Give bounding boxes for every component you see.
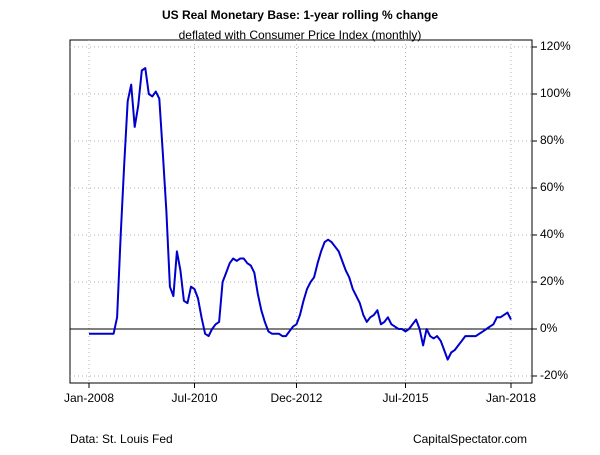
credit: CapitalSpectator.com [413, 432, 527, 446]
x-tick-label: Jul-2010 [171, 391, 217, 405]
y-tick-label: 120% [540, 39, 571, 53]
y-tick-label: 80% [540, 133, 564, 147]
data-line [89, 67, 512, 361]
x-tick-label: Dec-2012 [270, 391, 322, 405]
y-tick-label: 60% [540, 180, 564, 194]
y-tick-label: 0% [540, 321, 558, 335]
chart-title: US Real Monetary Base: 1-year rolling % … [162, 8, 438, 22]
chart-subtitle: deflated with Consumer Price Index (mont… [179, 28, 422, 42]
x-tick-label: Jul-2015 [382, 391, 428, 405]
plot-frame [69, 39, 533, 384]
x-tick-label: Jan-2008 [64, 391, 114, 405]
y-tick-label: 40% [540, 227, 564, 241]
x-tick-label: Jan-2018 [486, 391, 536, 405]
y-tick-label: 20% [540, 274, 564, 288]
y-tick-label: 100% [540, 86, 571, 100]
y-tick-label: -20% [540, 368, 568, 382]
source: Data: St. Louis Fed [70, 432, 173, 446]
